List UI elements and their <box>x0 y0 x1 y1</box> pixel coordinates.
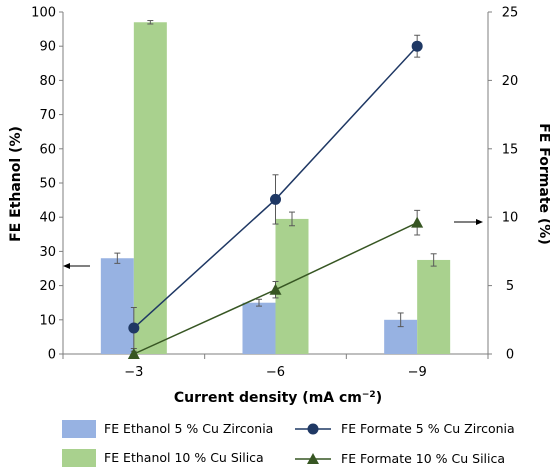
bar <box>242 302 276 354</box>
plot-area: 0 10 20 30 40 50 60 70 80 90 100 0 5 10 15 20 25 −3 −6 −9 <box>31 6 518 381</box>
y-left-tick-label: 100 <box>31 6 56 21</box>
y-right-tick-label: 0 <box>506 348 514 363</box>
x-tick-label: −9 <box>408 365 427 380</box>
legend-label: FE Ethanol 5 % Cu Zirconia <box>104 421 273 436</box>
legend: FE Ethanol 5 % Cu Zirconia FE Ethanol 10 … <box>62 420 515 467</box>
x-axis-title-sup: −2 <box>362 390 376 400</box>
y-left-tick-label: 50 <box>39 177 56 192</box>
legend-label: FE Formate 5 % Cu Zirconia <box>341 421 515 436</box>
y-left-tick-label: 80 <box>39 74 56 89</box>
y-left-tick-label: 10 <box>39 313 56 328</box>
y-right-tick-label: 20 <box>502 74 519 89</box>
y-left-tick-label: 0 <box>48 348 56 363</box>
y-right-tick-label: 5 <box>506 279 514 294</box>
bar <box>417 259 451 354</box>
legend-swatch <box>62 420 96 438</box>
y-left-tick-label: 60 <box>39 142 56 157</box>
y-left-tick-label: 30 <box>39 245 56 260</box>
left-axis-arrowhead <box>63 263 70 269</box>
legend-swatch <box>62 449 96 467</box>
y-right-tick-label: 10 <box>502 211 519 226</box>
legend-label: FE Formate 10 % Cu Silica <box>341 451 505 466</box>
x-axis-title-main: Current density (mA cm <box>174 390 362 406</box>
bar <box>275 218 309 354</box>
bar <box>100 258 134 354</box>
y-left-tick-label: 70 <box>39 108 56 123</box>
legend-marker <box>307 453 319 464</box>
data-point <box>270 193 281 205</box>
data-point <box>128 322 140 334</box>
y-right-tick-label: 15 <box>502 142 519 157</box>
x-axis-title-end: ) <box>376 390 382 406</box>
y-axis-left-title: FE Ethanol (%) <box>8 126 24 242</box>
data-point <box>269 283 282 295</box>
legend-label: FE Ethanol 10 % Cu Silica <box>104 450 264 465</box>
x-tick-label: −6 <box>266 365 285 380</box>
y-left-tick-label: 90 <box>39 40 56 55</box>
right-axis-arrowhead <box>476 219 483 225</box>
x-axis-title: Current density (mA cm−2) <box>174 390 382 406</box>
y-axis-right-title: FE Formate (%) <box>536 123 550 244</box>
bar <box>133 22 167 354</box>
y-left-tick-label: 20 <box>39 279 56 294</box>
x-tick-label: −3 <box>124 365 143 380</box>
y-left-tick-label: 40 <box>39 211 56 226</box>
legend-marker <box>307 423 319 435</box>
data-point <box>127 348 140 359</box>
data-point <box>411 216 424 228</box>
y-right-tick-label: 25 <box>502 6 519 21</box>
data-point <box>411 40 423 52</box>
